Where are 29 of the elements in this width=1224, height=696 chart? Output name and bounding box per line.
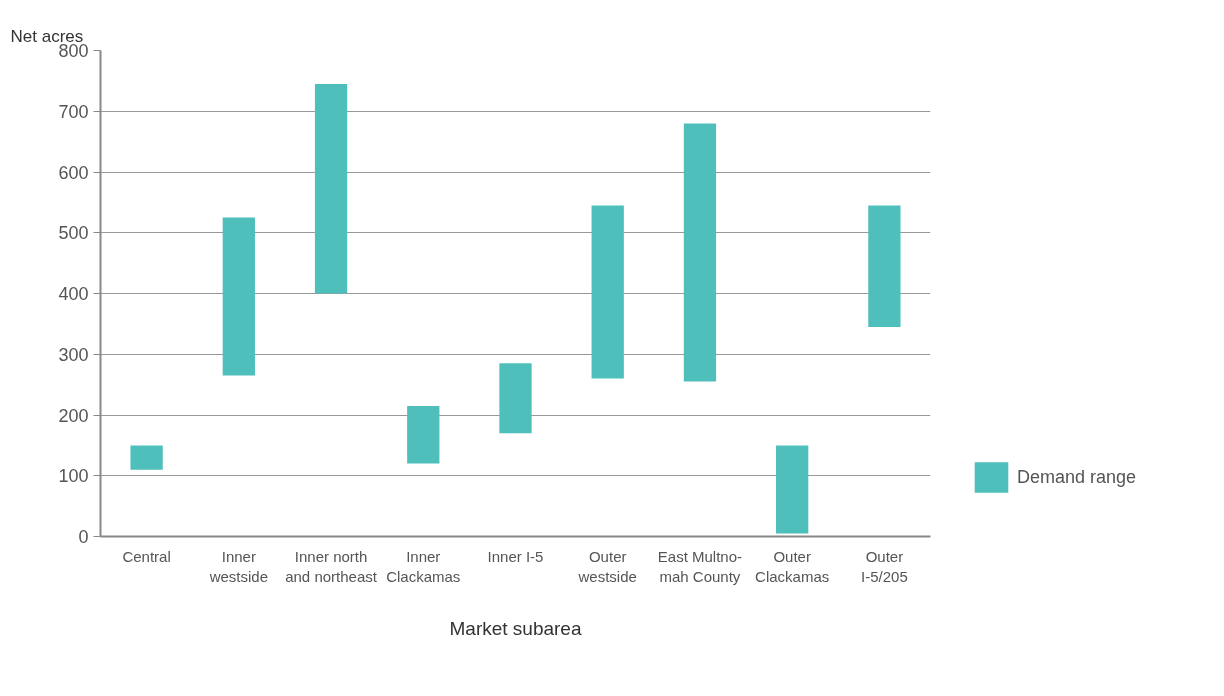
bar [591, 205, 624, 379]
y-tick-label: 800 [58, 41, 89, 61]
x-tick-label: Inner I-5 [487, 547, 544, 565]
x-tick-label: Inner Clackamas [386, 547, 461, 585]
x-tick-label: Central [122, 547, 171, 565]
x-axis-title: Market subarea [449, 617, 582, 639]
y-tick-label: 200 [58, 405, 89, 426]
y-tick-label: 600 [58, 162, 89, 183]
x-tick-label: Inner north and northeast [285, 547, 378, 585]
bar [499, 363, 532, 434]
x-tick-label: Outer Clackamas [755, 547, 830, 585]
y-tick-label: 0 [78, 527, 89, 547]
y-tick-label: 500 [58, 223, 89, 244]
y-tick-label: 700 [58, 101, 89, 122]
y-tick-label: 400 [58, 284, 89, 304]
bar [407, 405, 440, 464]
y-tick-label: 300 [58, 344, 89, 365]
bar [222, 217, 255, 376]
x-tick-label: Outer westside [577, 547, 637, 585]
x-tick-label: East Multno- mah County [657, 547, 743, 585]
y-tick-label: 100 [58, 466, 89, 487]
bar [130, 445, 163, 470]
x-tick-label: Outer I-5/205 [861, 547, 908, 585]
x-tick-label: Inner westside [208, 547, 269, 585]
bar [314, 83, 348, 294]
bar [776, 445, 809, 534]
bar [868, 205, 901, 327]
legend-label: Demand range [1017, 466, 1137, 488]
bar [683, 123, 717, 382]
